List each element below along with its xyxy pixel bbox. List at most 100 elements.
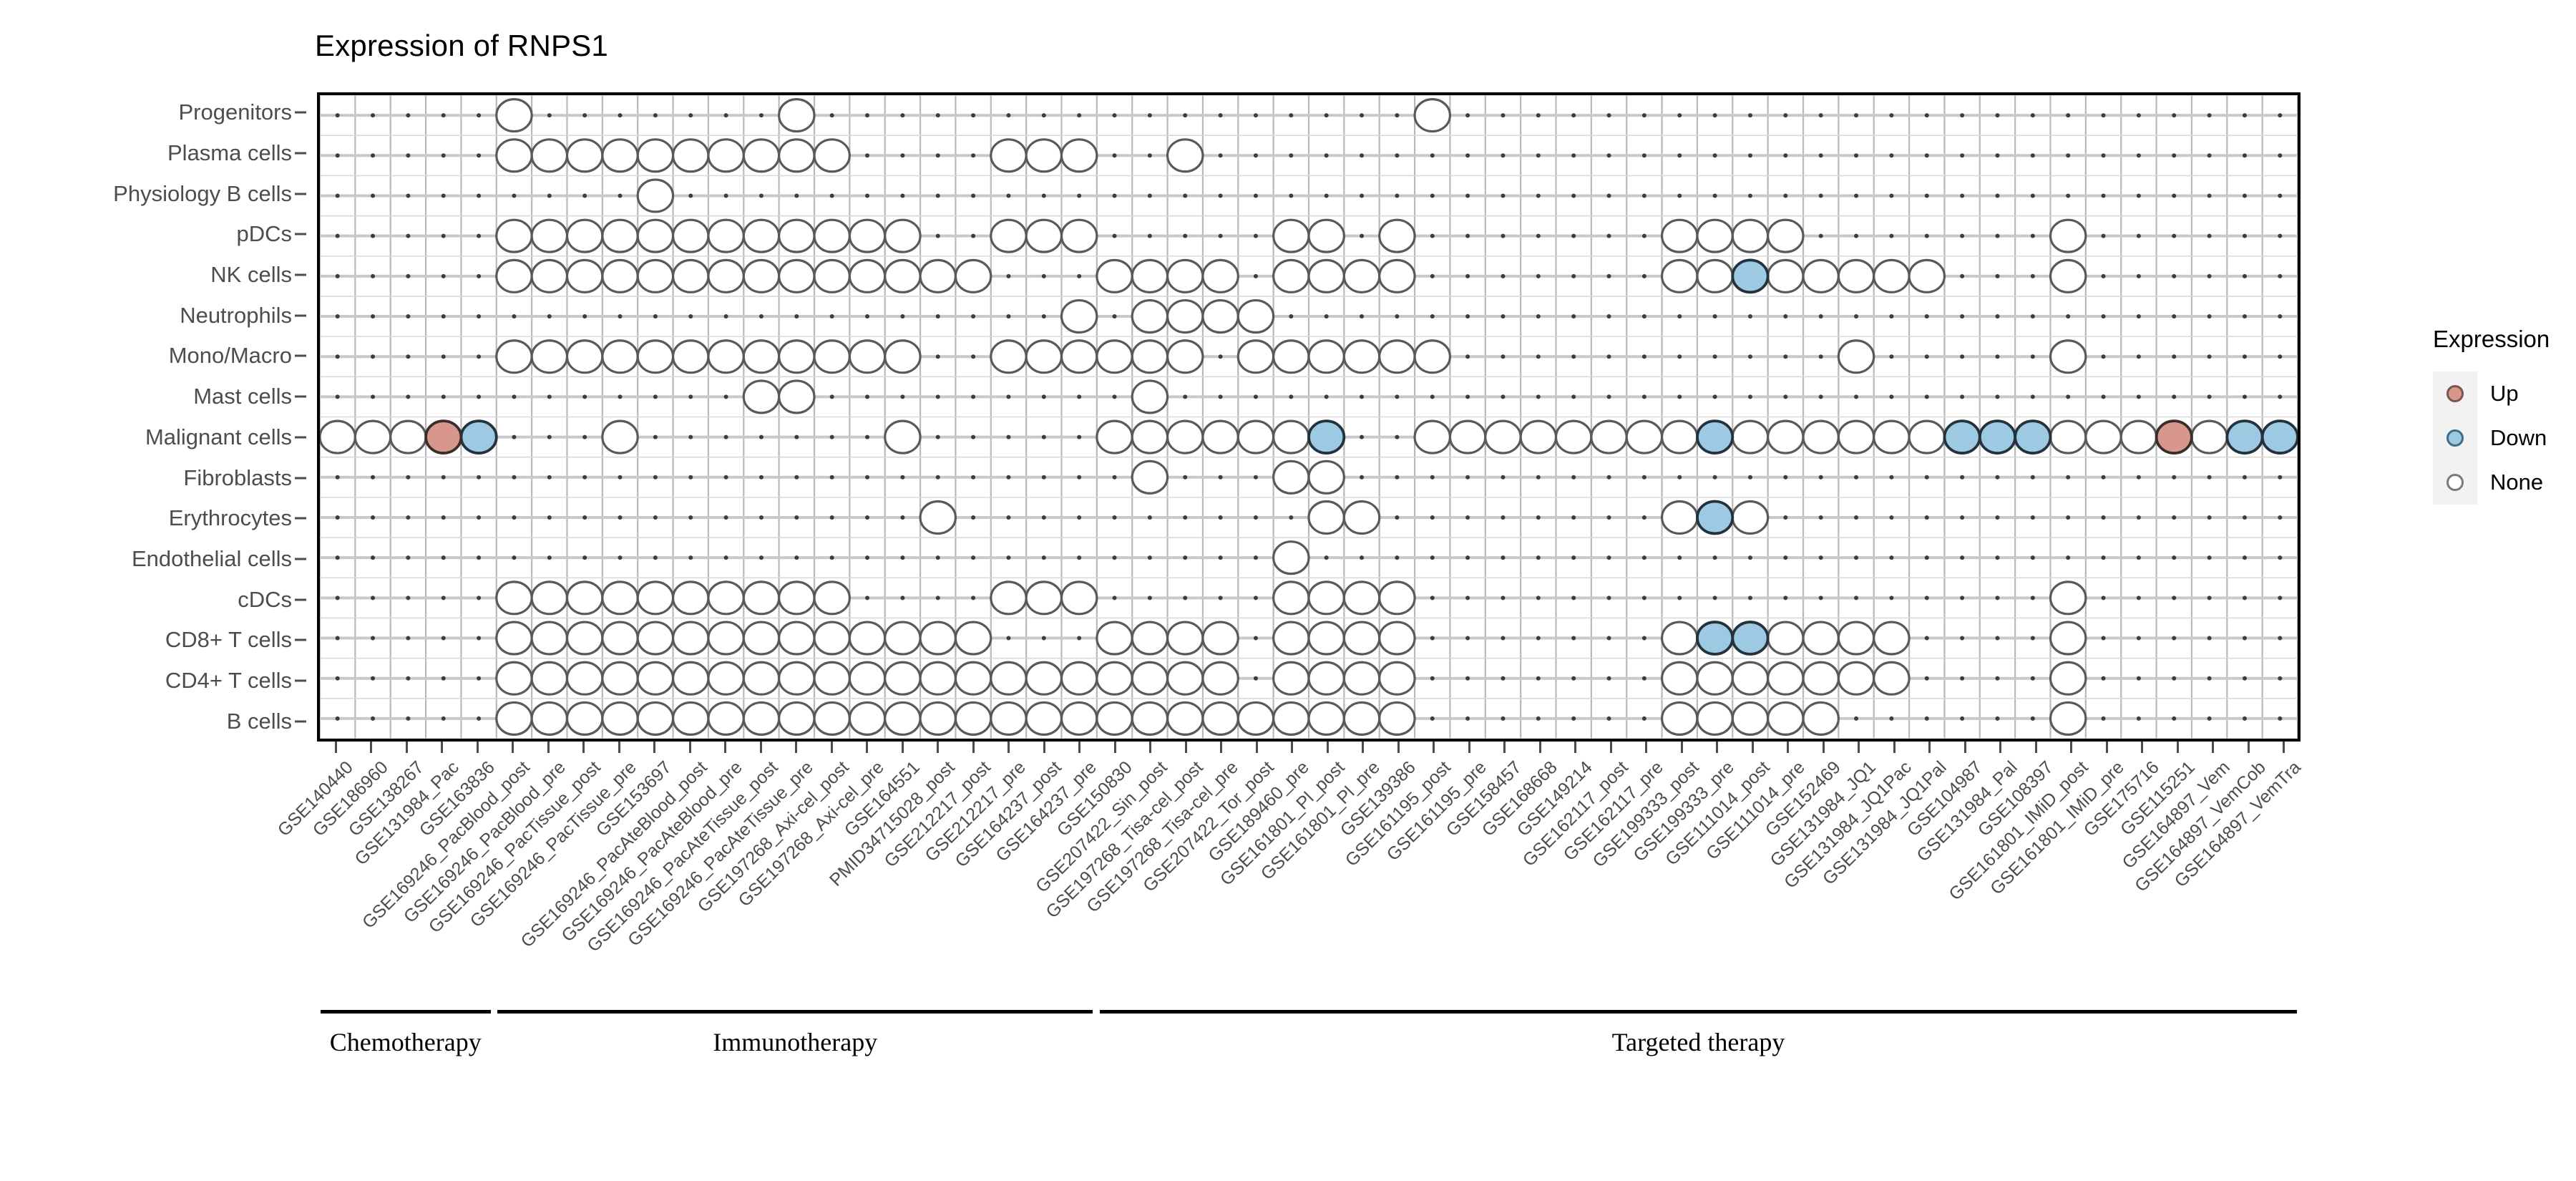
- expression-dot[interactable]: [1131, 661, 1169, 696]
- expression-dot[interactable]: [1696, 218, 1734, 253]
- expression-dot[interactable]: [1166, 661, 1204, 696]
- expression-dot[interactable]: [1767, 419, 1805, 455]
- expression-dot[interactable]: [495, 621, 533, 656]
- expression-dot[interactable]: [636, 258, 675, 293]
- expression-dot[interactable]: [1731, 218, 1770, 253]
- expression-dot[interactable]: [1307, 218, 1345, 253]
- expression-dot[interactable]: [742, 339, 781, 374]
- expression-dot[interactable]: [990, 218, 1028, 253]
- expression-dot[interactable]: [1307, 701, 1345, 736]
- expression-dot[interactable]: [778, 701, 816, 736]
- expression-dot[interactable]: [2084, 419, 2122, 455]
- expression-dot[interactable]: [1201, 258, 1239, 293]
- expression-dot[interactable]: [1660, 218, 1699, 253]
- expression-dot[interactable]: [1943, 419, 1981, 455]
- expression-dot[interactable]: [1131, 460, 1169, 495]
- expression-dot[interactable]: [495, 98, 533, 133]
- expression-dot[interactable]: [990, 701, 1028, 736]
- expression-dot[interactable]: [742, 701, 781, 736]
- expression-dot[interactable]: [813, 701, 851, 736]
- expression-dot[interactable]: [1802, 661, 1840, 696]
- expression-dot[interactable]: [884, 661, 922, 696]
- expression-dot[interactable]: [1272, 540, 1310, 575]
- expression-dot[interactable]: [1060, 661, 1098, 696]
- expression-dot[interactable]: [565, 701, 604, 736]
- expression-dot[interactable]: [848, 621, 887, 656]
- expression-dot[interactable]: [1342, 701, 1381, 736]
- expression-dot[interactable]: [990, 339, 1028, 374]
- expression-dot[interactable]: [1731, 621, 1770, 656]
- expression-dot[interactable]: [990, 580, 1028, 616]
- expression-dot[interactable]: [778, 258, 816, 293]
- expression-dot[interactable]: [1590, 419, 1628, 455]
- expression-dot[interactable]: [1873, 621, 1911, 656]
- expression-dot[interactable]: [1201, 419, 1239, 455]
- expression-dot[interactable]: [813, 661, 851, 696]
- expression-dot[interactable]: [1025, 339, 1063, 374]
- expression-dot[interactable]: [1413, 339, 1452, 374]
- expression-dot[interactable]: [1378, 701, 1416, 736]
- expression-dot[interactable]: [884, 339, 922, 374]
- expression-dot[interactable]: [1307, 500, 1345, 535]
- expression-dot[interactable]: [954, 621, 992, 656]
- expression-dot[interactable]: [1307, 460, 1345, 495]
- expression-dot[interactable]: [1731, 661, 1770, 696]
- expression-dot[interactable]: [1696, 419, 1735, 455]
- expression-dot[interactable]: [1272, 218, 1310, 253]
- expression-dot[interactable]: [1767, 258, 1805, 293]
- expression-dot[interactable]: [1236, 298, 1275, 334]
- expression-dot[interactable]: [1378, 580, 1416, 616]
- expression-dot[interactable]: [1025, 218, 1063, 253]
- expression-dot[interactable]: [1660, 500, 1699, 535]
- expression-dot[interactable]: [671, 218, 710, 253]
- expression-dot[interactable]: [1873, 258, 1911, 293]
- expression-dot[interactable]: [778, 580, 816, 616]
- expression-dot[interactable]: [990, 661, 1028, 696]
- expression-dot[interactable]: [1696, 258, 1734, 293]
- expression-dot[interactable]: [848, 661, 887, 696]
- expression-dot[interactable]: [707, 339, 745, 374]
- expression-dot[interactable]: [1873, 419, 1911, 455]
- expression-dot[interactable]: [813, 621, 851, 656]
- expression-dot[interactable]: [1837, 419, 1875, 455]
- expression-dot[interactable]: [2260, 419, 2298, 455]
- expression-dot[interactable]: [671, 661, 710, 696]
- expression-dot[interactable]: [1025, 580, 1063, 616]
- expression-dot[interactable]: [565, 138, 604, 173]
- expression-dot[interactable]: [778, 138, 816, 173]
- expression-dot[interactable]: [707, 218, 745, 253]
- expression-dot[interactable]: [601, 138, 639, 173]
- legend-item[interactable]: Down: [2433, 416, 2576, 460]
- expression-dot[interactable]: [1096, 661, 1133, 696]
- expression-dot[interactable]: [778, 621, 816, 656]
- expression-dot[interactable]: [1873, 661, 1911, 696]
- expression-dot[interactable]: [671, 701, 710, 736]
- expression-dot[interactable]: [1342, 339, 1381, 374]
- expression-dot[interactable]: [1272, 419, 1310, 455]
- expression-dot[interactable]: [636, 178, 675, 213]
- expression-dot[interactable]: [919, 661, 957, 696]
- expression-dot[interactable]: [2049, 258, 2087, 293]
- expression-dot[interactable]: [813, 339, 851, 374]
- expression-dot[interactable]: [1342, 621, 1381, 656]
- expression-dot[interactable]: [1166, 621, 1204, 656]
- expression-dot[interactable]: [565, 580, 604, 616]
- expression-dot[interactable]: [742, 580, 781, 616]
- expression-dot[interactable]: [565, 339, 604, 374]
- expression-dot[interactable]: [2049, 661, 2087, 696]
- expression-dot[interactable]: [601, 580, 639, 616]
- expression-dot[interactable]: [742, 621, 781, 656]
- expression-dot[interactable]: [1272, 339, 1310, 374]
- expression-dot[interactable]: [742, 258, 781, 293]
- expression-dot[interactable]: [1837, 258, 1875, 293]
- expression-dot[interactable]: [1342, 661, 1381, 696]
- expression-dot[interactable]: [1236, 701, 1275, 736]
- expression-dot[interactable]: [1272, 460, 1310, 495]
- expression-dot[interactable]: [1342, 580, 1381, 616]
- expression-dot[interactable]: [778, 661, 816, 696]
- expression-dot[interactable]: [601, 258, 639, 293]
- expression-dot[interactable]: [2049, 339, 2087, 374]
- expression-dot[interactable]: [495, 580, 533, 616]
- expression-dot[interactable]: [1060, 218, 1098, 253]
- expression-dot[interactable]: [742, 138, 781, 173]
